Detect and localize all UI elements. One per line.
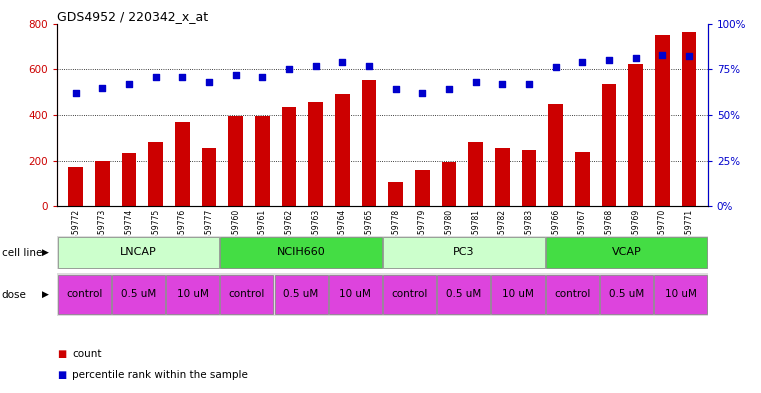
Point <box>177 73 189 80</box>
Text: ■: ■ <box>57 370 66 380</box>
Bar <box>437 275 490 314</box>
Bar <box>68 167 83 206</box>
Bar <box>220 275 273 314</box>
Text: LNCAP: LNCAP <box>120 247 157 257</box>
Bar <box>388 182 403 206</box>
Point <box>283 66 295 72</box>
Bar <box>546 275 599 314</box>
Text: control: control <box>554 289 591 299</box>
Text: 0.5 uM: 0.5 uM <box>446 289 482 299</box>
Bar <box>600 275 653 314</box>
Bar <box>469 142 483 206</box>
Bar <box>220 237 382 268</box>
Bar <box>166 275 219 314</box>
Point <box>336 59 349 65</box>
Point <box>576 59 588 65</box>
Point <box>470 79 482 85</box>
Point <box>97 84 109 91</box>
Point <box>256 73 269 80</box>
Point <box>363 62 375 69</box>
Text: 0.5 uM: 0.5 uM <box>121 289 156 299</box>
Point <box>416 90 428 96</box>
Bar <box>522 151 537 206</box>
Bar <box>255 116 269 206</box>
Bar <box>122 152 136 206</box>
Bar <box>112 275 165 314</box>
Text: 10 uM: 10 uM <box>177 289 209 299</box>
Bar <box>58 237 219 268</box>
Point <box>123 81 135 87</box>
Point <box>629 55 642 61</box>
Bar <box>361 79 377 206</box>
Bar <box>654 275 707 314</box>
Bar <box>546 237 707 268</box>
Text: 0.5 uM: 0.5 uM <box>609 289 644 299</box>
Text: control: control <box>228 289 265 299</box>
Text: count: count <box>72 349 102 359</box>
Bar <box>228 116 243 206</box>
Text: control: control <box>391 289 428 299</box>
Bar <box>58 275 111 314</box>
Bar <box>629 64 643 206</box>
Text: PC3: PC3 <box>453 247 475 257</box>
Text: ■: ■ <box>57 349 66 359</box>
Bar <box>602 84 616 206</box>
Text: GDS4952 / 220342_x_at: GDS4952 / 220342_x_at <box>57 10 209 23</box>
Point <box>603 57 615 63</box>
Bar <box>202 148 216 206</box>
Bar <box>575 151 590 206</box>
Point <box>230 72 242 78</box>
Bar <box>175 122 189 206</box>
Bar <box>95 161 110 206</box>
Text: 0.5 uM: 0.5 uM <box>283 289 319 299</box>
Point <box>310 62 322 69</box>
Text: control: control <box>66 289 103 299</box>
Bar <box>415 170 430 206</box>
Point <box>390 86 402 92</box>
Bar <box>495 148 510 206</box>
Text: 10 uM: 10 uM <box>664 289 696 299</box>
Bar <box>549 103 563 206</box>
Text: 10 uM: 10 uM <box>502 289 534 299</box>
Point <box>150 73 162 80</box>
Point <box>683 53 695 60</box>
Point <box>523 81 535 87</box>
Bar <box>335 94 350 206</box>
Text: dose: dose <box>2 290 27 300</box>
Bar <box>308 103 323 206</box>
Text: percentile rank within the sample: percentile rank within the sample <box>72 370 248 380</box>
Point <box>656 51 668 58</box>
Bar <box>441 162 457 206</box>
Bar <box>682 31 696 206</box>
Point <box>549 64 562 71</box>
Point <box>443 86 455 92</box>
Point <box>203 79 215 85</box>
Bar <box>282 107 296 206</box>
Text: ▶: ▶ <box>42 248 49 257</box>
Bar <box>492 275 545 314</box>
Bar <box>383 275 436 314</box>
Text: VCAP: VCAP <box>612 247 642 257</box>
Point <box>70 90 82 96</box>
Text: cell line: cell line <box>2 248 42 257</box>
Point <box>496 81 508 87</box>
Bar <box>329 275 382 314</box>
Text: NCIH660: NCIH660 <box>277 247 326 257</box>
Bar <box>383 237 545 268</box>
Bar <box>655 35 670 206</box>
Bar <box>275 275 328 314</box>
Text: 10 uM: 10 uM <box>339 289 371 299</box>
Text: ▶: ▶ <box>42 290 49 299</box>
Bar <box>148 142 163 206</box>
